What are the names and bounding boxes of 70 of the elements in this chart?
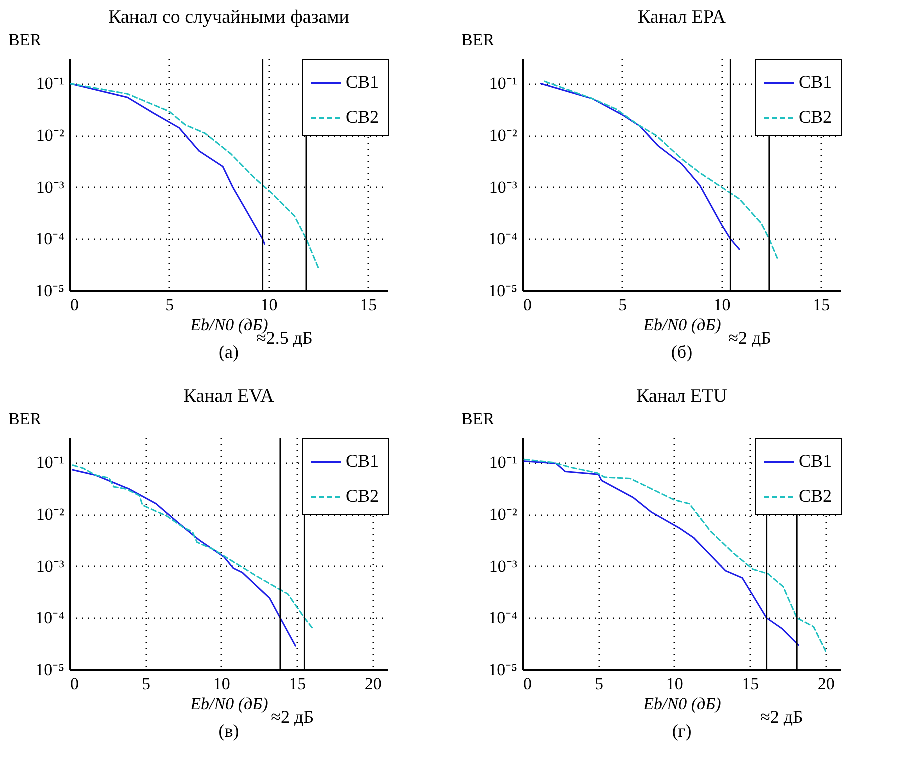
line-series bbox=[72, 469, 296, 647]
y-axis-title: BER bbox=[462, 410, 496, 428]
y-tick-label: 10⁻³ bbox=[36, 178, 64, 197]
y-tick-label: 10⁻² bbox=[36, 126, 64, 146]
line-series bbox=[72, 464, 314, 629]
text: ≈2 дБ bbox=[760, 707, 804, 727]
y-axis-title: BER bbox=[462, 30, 496, 50]
y-axis-title: BER bbox=[8, 410, 42, 428]
x-tick-label: 10 bbox=[260, 296, 278, 314]
y-tick-label: 10⁻² bbox=[489, 505, 518, 524]
legend-label: СВ2 bbox=[799, 107, 832, 127]
legend-label: СВ1 bbox=[346, 451, 380, 471]
y-tick-label: 10⁻⁴ bbox=[488, 230, 518, 249]
x-tick-label: 0 bbox=[70, 674, 79, 694]
x-tick-label: 10 bbox=[666, 674, 684, 694]
x-axis-title: Eb/N0 (дБ) bbox=[642, 694, 722, 714]
x-tick-label: 0 bbox=[524, 296, 532, 314]
y-tick-label: 10⁻⁵ bbox=[488, 660, 518, 680]
x-axis-title: Eb/N0 (дБ) bbox=[642, 316, 722, 334]
legend-label: СВ1 bbox=[346, 72, 380, 92]
line-series bbox=[70, 82, 266, 245]
x-tick-label: 20 bbox=[364, 674, 382, 694]
y-tick-label: 10⁻² bbox=[489, 126, 518, 146]
legend-label: СВ2 bbox=[346, 107, 380, 127]
y-tick-label: 10⁻¹ bbox=[489, 453, 518, 472]
chart-title: Канал EVA bbox=[184, 386, 274, 407]
y-tick-label: 10⁻⁴ bbox=[488, 608, 518, 628]
x-tick-label: 10 bbox=[714, 296, 731, 314]
y-tick-label: 10⁻⁵ bbox=[36, 282, 65, 300]
x-tick-label: 0 bbox=[70, 296, 79, 314]
text: (б) bbox=[671, 342, 693, 362]
legend-label: СВ1 bbox=[799, 451, 832, 471]
x-tick-label: 15 bbox=[813, 296, 830, 314]
y-tick-label: 10⁻² bbox=[36, 505, 64, 524]
y-tick-label: 10⁻³ bbox=[489, 556, 518, 576]
legend-label: СВ2 bbox=[346, 486, 380, 506]
x-tick-label: 15 bbox=[360, 296, 378, 314]
x-tick-label: 5 bbox=[594, 674, 604, 694]
legend-label: СВ1 bbox=[799, 72, 832, 92]
y-tick-label: 10⁻⁵ bbox=[488, 282, 518, 300]
line-series bbox=[544, 80, 778, 259]
x-axis-title: Eb/N0 (дБ) bbox=[190, 694, 269, 714]
x-tick-label: 5 bbox=[142, 674, 150, 694]
text: (а) bbox=[219, 342, 239, 362]
text: ≈2 дБ bbox=[271, 707, 314, 727]
y-tick-label: 10⁻⁴ bbox=[36, 230, 65, 249]
y-tick-label: 10⁻⁵ bbox=[36, 660, 65, 680]
x-tick-label: 5 bbox=[618, 296, 628, 314]
text: (г) bbox=[672, 721, 692, 741]
line-series bbox=[70, 82, 320, 269]
x-tick-label: 10 bbox=[213, 674, 230, 694]
y-tick-label: 10⁻¹ bbox=[489, 74, 518, 94]
x-tick-label: 5 bbox=[166, 296, 174, 314]
y-tick-label: 10⁻¹ bbox=[36, 74, 64, 94]
x-tick-label: 15 bbox=[742, 674, 760, 694]
line-series bbox=[540, 82, 740, 250]
x-tick-label: 0 bbox=[524, 674, 532, 694]
x-tick-label: 15 bbox=[289, 674, 306, 694]
y-tick-label: 10⁻⁴ bbox=[36, 608, 65, 628]
text: (в) bbox=[218, 721, 240, 741]
chart-title: Канал ETU bbox=[636, 386, 728, 407]
y-tick-label: 10⁻³ bbox=[489, 178, 518, 197]
y-tick-label: 10⁻³ bbox=[36, 556, 64, 576]
chart-title: Канал EPA bbox=[638, 7, 726, 28]
chart-title: Канал со случайными фазами bbox=[108, 7, 350, 28]
x-tick-label: 20 bbox=[818, 674, 835, 694]
legend-label: СВ2 bbox=[799, 486, 832, 506]
text: ≈2 дБ bbox=[728, 328, 772, 348]
y-axis-title: BER bbox=[8, 30, 42, 50]
y-tick-label: 10⁻¹ bbox=[36, 453, 64, 472]
